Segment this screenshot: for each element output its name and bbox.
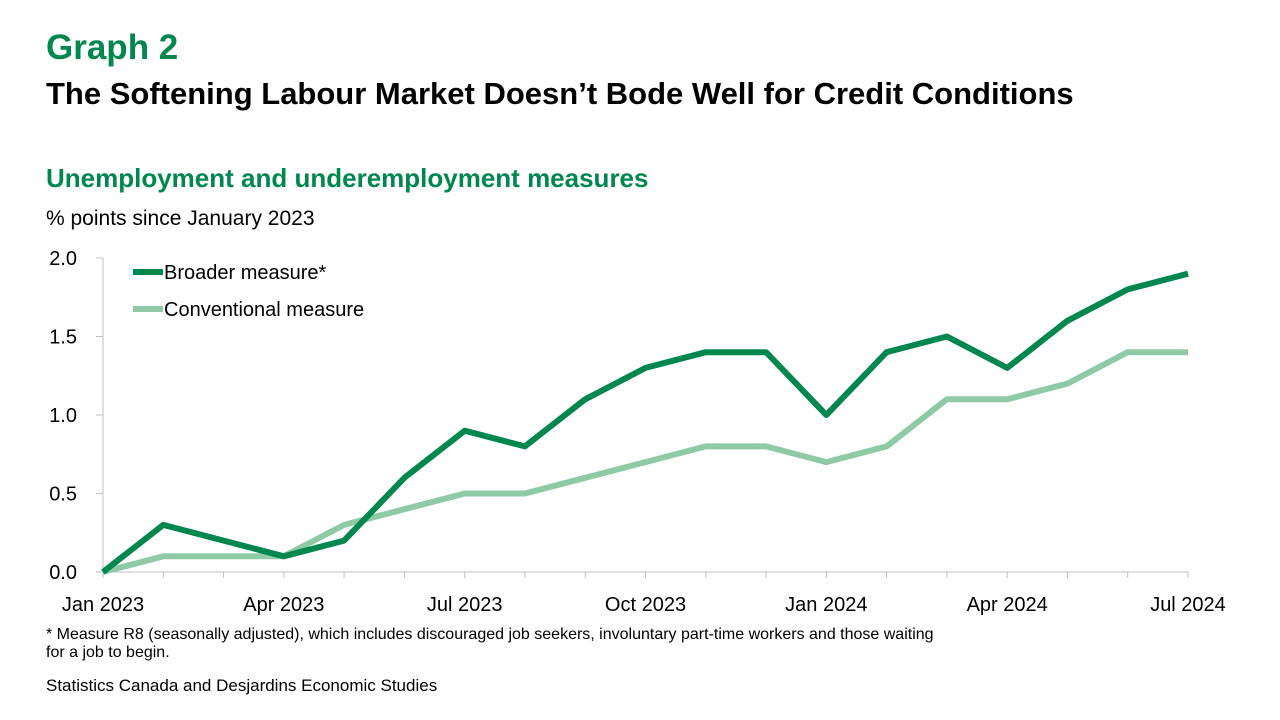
legend-label: Broader measure* [164,262,327,284]
x-tick-label: Jan 2023 [62,594,144,616]
x-tick-label: Jul 2024 [1150,594,1226,616]
x-tick-label: Apr 2024 [967,594,1048,616]
footnote: * Measure R8 (seasonally adjusted), whic… [46,626,934,661]
series-line-conventional [102,349,1188,575]
graph-title: The Softening Labour Market Doesn’t Bode… [46,76,1074,111]
source-note: Statistics Canada and Desjardins Economi… [46,676,438,695]
y-tick-label: 1.0 [49,405,77,427]
series-line-broader [101,270,1189,575]
y-tick-label: 0.5 [49,484,77,506]
legend-label: Conventional measure [164,299,364,321]
x-tick-label: Apr 2023 [243,594,324,616]
y-tick-label: 1.5 [49,327,77,349]
y-axis-label: % points since January 2023 [46,207,315,230]
chart-title: Unemployment and underemployment measure… [46,163,649,193]
graph-label: Graph 2 [46,28,179,67]
x-tick-label: Oct 2023 [605,594,686,616]
x-tick-label: Jan 2024 [785,594,867,616]
x-tick-label: Jul 2023 [427,594,503,616]
y-tick-label: 0.0 [49,562,77,584]
y-tick-label: 2.0 [49,248,77,270]
